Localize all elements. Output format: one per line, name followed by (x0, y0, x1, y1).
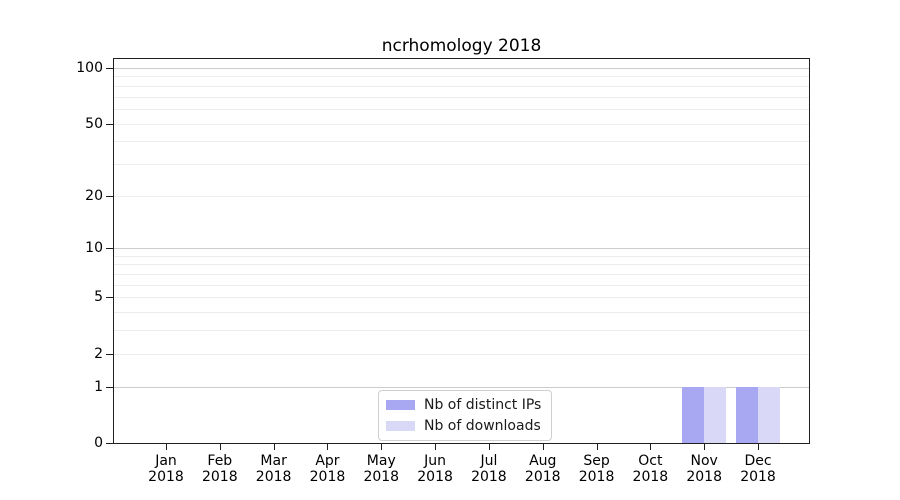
plot-area (113, 58, 810, 444)
gridline-minor-y40 (114, 141, 809, 143)
legend-swatch-distinct-ips-icon (386, 400, 415, 410)
legend-item-downloads: Nb of downloads (386, 418, 541, 434)
y-tick-label-20: 20 (85, 187, 103, 204)
y-tick-label-0: 0 (94, 435, 103, 451)
x-tick-mark-apr (327, 444, 329, 450)
x-tick-label-jan: Jan 2018 (136, 453, 196, 485)
x-tick-year: 2018 (524, 469, 561, 485)
gridline-major-y1 (114, 386, 809, 388)
legend-item-distinct-ips: Nb of distinct IPs (386, 397, 541, 413)
y-tick-mark-10 (106, 248, 113, 250)
x-tick-year: 2018 (148, 469, 184, 485)
x-tick-month: Sep (583, 453, 610, 469)
x-tick-label-mar: Mar 2018 (244, 453, 304, 485)
x-tick-month: Apr (315, 453, 340, 469)
gridline-minor-y2 (114, 353, 809, 355)
y-tick-mark-5 (106, 297, 113, 299)
gridline-minor-y6 (114, 284, 809, 286)
gridline-minor-y90 (114, 76, 809, 78)
gridline-minor-y60 (114, 108, 809, 110)
x-tick-label-jul: Jul 2018 (459, 453, 519, 485)
x-tick-year: 2018 (471, 469, 507, 485)
x-tick-year: 2018 (578, 469, 615, 485)
y-tick-label-1: 1 (94, 378, 103, 395)
x-tick-mark-jun (435, 444, 437, 450)
x-tick-label-jun: Jun 2018 (405, 453, 465, 485)
x-tick-label-apr: Apr 2018 (297, 453, 357, 485)
y-tick-label-50: 50 (85, 115, 103, 132)
x-tick-year: 2018 (686, 469, 722, 485)
x-tick-mark-jan (166, 444, 167, 450)
x-tick-mark-oct (650, 444, 652, 450)
gridline-minor-y70 (114, 96, 809, 98)
x-tick-label-sep: Sep 2018 (567, 453, 627, 485)
x-tick-mark-mar (273, 444, 275, 450)
x-tick-year: 2018 (255, 469, 292, 485)
gridline-major-y10 (114, 248, 809, 250)
x-tick-month: May (366, 453, 396, 469)
gridline-minor-y7 (114, 274, 809, 276)
y-tick-label-5: 5 (94, 289, 103, 306)
y-tick-mark-50 (106, 123, 113, 125)
x-tick-mark-feb (219, 444, 221, 450)
x-tick-label-feb: Feb 2018 (190, 453, 250, 485)
chart-title: ncrhomology 2018 (381, 36, 542, 56)
legend-swatch-downloads-icon (386, 421, 415, 431)
x-tick-mark-sep (596, 444, 598, 450)
gridline-minor-y30 (114, 163, 809, 165)
y-tick-mark-100 (106, 68, 113, 69)
gridline-major-y100 (114, 68, 809, 69)
y-tick-label-100: 100 (76, 60, 103, 76)
gridline-minor-y50 (114, 123, 809, 125)
x-tick-label-nov: Nov 2018 (674, 453, 734, 485)
x-tick-year: 2018 (363, 469, 400, 485)
x-tick-mark-aug (542, 444, 544, 450)
x-tick-month: Feb (207, 453, 233, 469)
x-tick-year: 2018 (417, 469, 453, 485)
x-tick-mark-may (381, 444, 383, 450)
x-tick-month: Jun (424, 453, 447, 469)
bar-distinct-ips-nov (682, 386, 705, 443)
gridline-minor-y9 (114, 255, 809, 257)
x-tick-month: Aug (529, 453, 557, 469)
x-tick-label-oct: Oct 2018 (620, 453, 680, 485)
x-tick-month: Jul (480, 453, 498, 469)
y-tick-label-2: 2 (94, 345, 103, 362)
x-tick-month: Nov (690, 453, 718, 469)
gridline-minor-y5 (114, 297, 809, 299)
x-tick-label-dec: Dec 2018 (728, 453, 788, 485)
x-tick-label-aug: Aug 2018 (513, 453, 573, 485)
bar-downloads-dec (758, 386, 781, 443)
x-tick-mark-jul (488, 444, 490, 450)
y-tick-mark-2 (106, 353, 113, 355)
x-tick-mark-nov (704, 444, 706, 450)
x-tick-year: 2018 (740, 469, 776, 485)
x-tick-month: Jan (155, 453, 177, 469)
x-tick-label-may: May 2018 (351, 453, 411, 485)
x-tick-mark-dec (758, 444, 760, 450)
x-tick-month: Oct (638, 453, 663, 469)
y-tick-label-10: 10 (85, 240, 103, 257)
gridline-minor-y8 (114, 264, 809, 266)
gridline-minor-y20 (114, 195, 809, 197)
legend-label-downloads: Nb of downloads (424, 418, 541, 434)
gridline-minor-y80 (114, 85, 809, 87)
bar-downloads-nov (704, 386, 727, 443)
x-tick-year: 2018 (309, 469, 346, 485)
legend: Nb of distinct IPs Nb of downloads (378, 390, 553, 441)
y-tick-mark-20 (106, 195, 113, 197)
x-tick-year: 2018 (632, 469, 669, 485)
legend-label-distinct-ips: Nb of distinct IPs (424, 397, 542, 413)
x-tick-month: Mar (260, 453, 287, 469)
y-tick-mark-1 (106, 386, 113, 388)
gridline-minor-y3 (114, 330, 809, 332)
x-tick-year: 2018 (201, 469, 238, 485)
bar-distinct-ips-dec (736, 386, 759, 443)
y-tick-mark-0 (106, 443, 113, 444)
gridline-minor-y4 (114, 312, 809, 314)
x-tick-month: Dec (744, 453, 772, 469)
